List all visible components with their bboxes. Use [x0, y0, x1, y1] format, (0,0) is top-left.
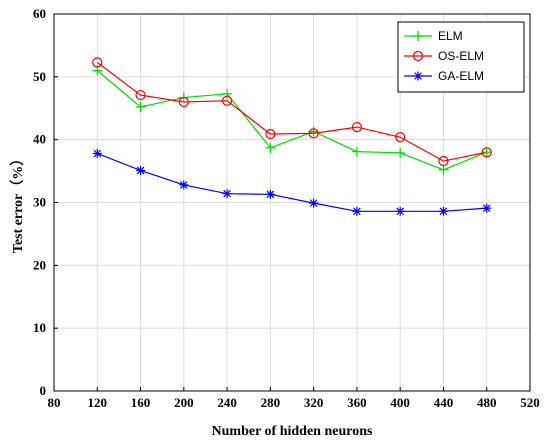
legend-marker-ga-elm: [413, 71, 423, 81]
x-axis-label: Number of hidden neurons: [212, 424, 373, 439]
x-tick-label: 80: [48, 395, 61, 410]
data-point-ga-elm: [482, 203, 492, 213]
marker-stroke: [223, 189, 231, 198]
marker-stroke: [309, 199, 318, 207]
data-point-ga-elm: [92, 148, 102, 158]
data-point-os-elm: [178, 96, 189, 108]
series-line-elm: [96, 70, 487, 171]
y-tick-label: 0: [40, 383, 47, 398]
data-point-ga-elm: [265, 189, 275, 199]
legend-label-elm: ELM: [438, 29, 463, 43]
x-tick-label: 360: [347, 395, 367, 410]
x-tick-label: 320: [304, 395, 324, 410]
legend-label-ga-elm: GA-ELM: [438, 69, 484, 83]
marker-stroke: [266, 190, 275, 199]
data-point-elm: [438, 164, 449, 175]
legend: ELM OS-ELM GA-ELM: [397, 21, 525, 93]
marker-stroke: [439, 207, 448, 216]
y-axis-label: Test error（%）: [10, 152, 26, 253]
legend-marker-elm: [413, 31, 423, 41]
data-point-os-elm: [265, 128, 276, 140]
data-point-os-elm: [221, 95, 233, 106]
marker-stroke: [482, 204, 491, 212]
x-tick-label: 400: [390, 395, 410, 410]
data-point-elm: [351, 146, 362, 157]
data-point-os-elm: [135, 89, 146, 101]
x-tick-label: 200: [174, 395, 194, 410]
data-point-ga-elm: [309, 198, 319, 208]
data-point-elm: [481, 147, 492, 158]
data-point-os-elm: [308, 128, 319, 139]
data-point-ga-elm: [222, 189, 232, 199]
x-tick-label: 280: [261, 395, 281, 410]
data-point-ga-elm: [438, 206, 448, 216]
data-point-os-elm: [395, 132, 406, 143]
x-tick-label: 520: [520, 395, 540, 410]
series-line-os-elm: [96, 61, 487, 162]
y-tick-label: 40: [33, 132, 46, 147]
data-point-os-elm: [351, 121, 363, 133]
tick-labels: 80 120 160 200 240 280 320 360 400 440 480 520 0 10 20…: [33, 6, 540, 410]
y-tick-label: 20: [33, 257, 46, 272]
marker-stroke: [396, 207, 404, 216]
marker-stroke: [180, 181, 188, 189]
series-markers: [92, 57, 492, 216]
data-point-elm: [395, 147, 406, 158]
data-point-os-elm: [438, 155, 449, 167]
y-tick-label: 50: [33, 69, 46, 84]
data-point-os-elm: [92, 57, 103, 68]
x-tick-label: 480: [477, 395, 497, 410]
marker-stroke: [93, 149, 102, 158]
x-tick-label: 160: [131, 395, 151, 410]
y-tick-label: 30: [33, 195, 46, 210]
y-tick-label: 10: [33, 320, 46, 335]
marker-stroke: [136, 166, 145, 175]
legend-box: [397, 21, 525, 93]
data-point-ga-elm: [136, 165, 146, 175]
y-tick-label: 60: [33, 6, 46, 21]
x-tick-label: 240: [217, 395, 237, 410]
data-point-elm: [265, 142, 276, 153]
marker-stroke: [414, 72, 422, 80]
series-lines: [96, 61, 487, 212]
data-point-ga-elm: [352, 206, 362, 216]
legend-label-os-elm: OS-ELM: [438, 49, 484, 63]
data-point-ga-elm: [179, 180, 189, 190]
x-tick-label: 440: [434, 395, 454, 410]
legend-marker-os-elm: [412, 50, 424, 62]
data-point-ga-elm: [395, 206, 405, 216]
data-point-elm: [222, 88, 233, 99]
data-point-elm: [308, 126, 319, 137]
x-tick-label: 120: [88, 395, 108, 410]
series-line-ga-elm: [97, 152, 487, 212]
marker-stroke: [353, 207, 361, 216]
data-point-os-elm: [481, 147, 492, 158]
data-point-elm: [135, 101, 146, 112]
